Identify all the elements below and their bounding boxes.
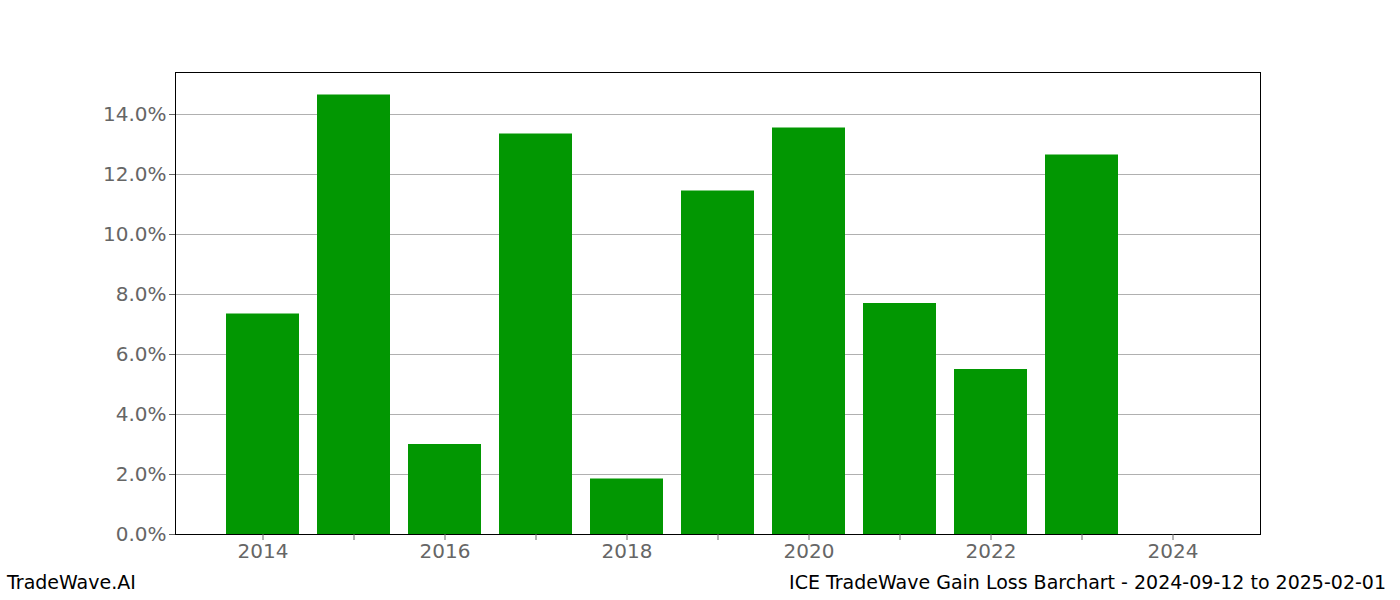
svg-text:2014: 2014: [238, 539, 289, 563]
svg-text:2.0%: 2.0%: [116, 462, 167, 486]
svg-text:8.0%: 8.0%: [116, 282, 167, 306]
svg-text:6.0%: 6.0%: [116, 342, 167, 366]
svg-text:2024: 2024: [1148, 539, 1199, 563]
svg-text:10.0%: 10.0%: [103, 222, 167, 246]
svg-text:0.0%: 0.0%: [116, 522, 167, 546]
svg-text:4.0%: 4.0%: [116, 402, 167, 426]
svg-text:2022: 2022: [966, 539, 1017, 563]
svg-text:2016: 2016: [420, 539, 471, 563]
html-text:ICE TradeWave Gain Loss Barcha: ICE TradeWave Gain Loss Barchart - 2024-…: [789, 571, 1386, 593]
html-text:TradeWave.AI: TradeWave.AI: [7, 571, 136, 593]
svg-text:2018: 2018: [602, 539, 653, 563]
svg-text:12.0%: 12.0%: [103, 162, 167, 186]
svg-text:14.0%: 14.0%: [103, 102, 167, 126]
svg-text:2020: 2020: [784, 539, 835, 563]
